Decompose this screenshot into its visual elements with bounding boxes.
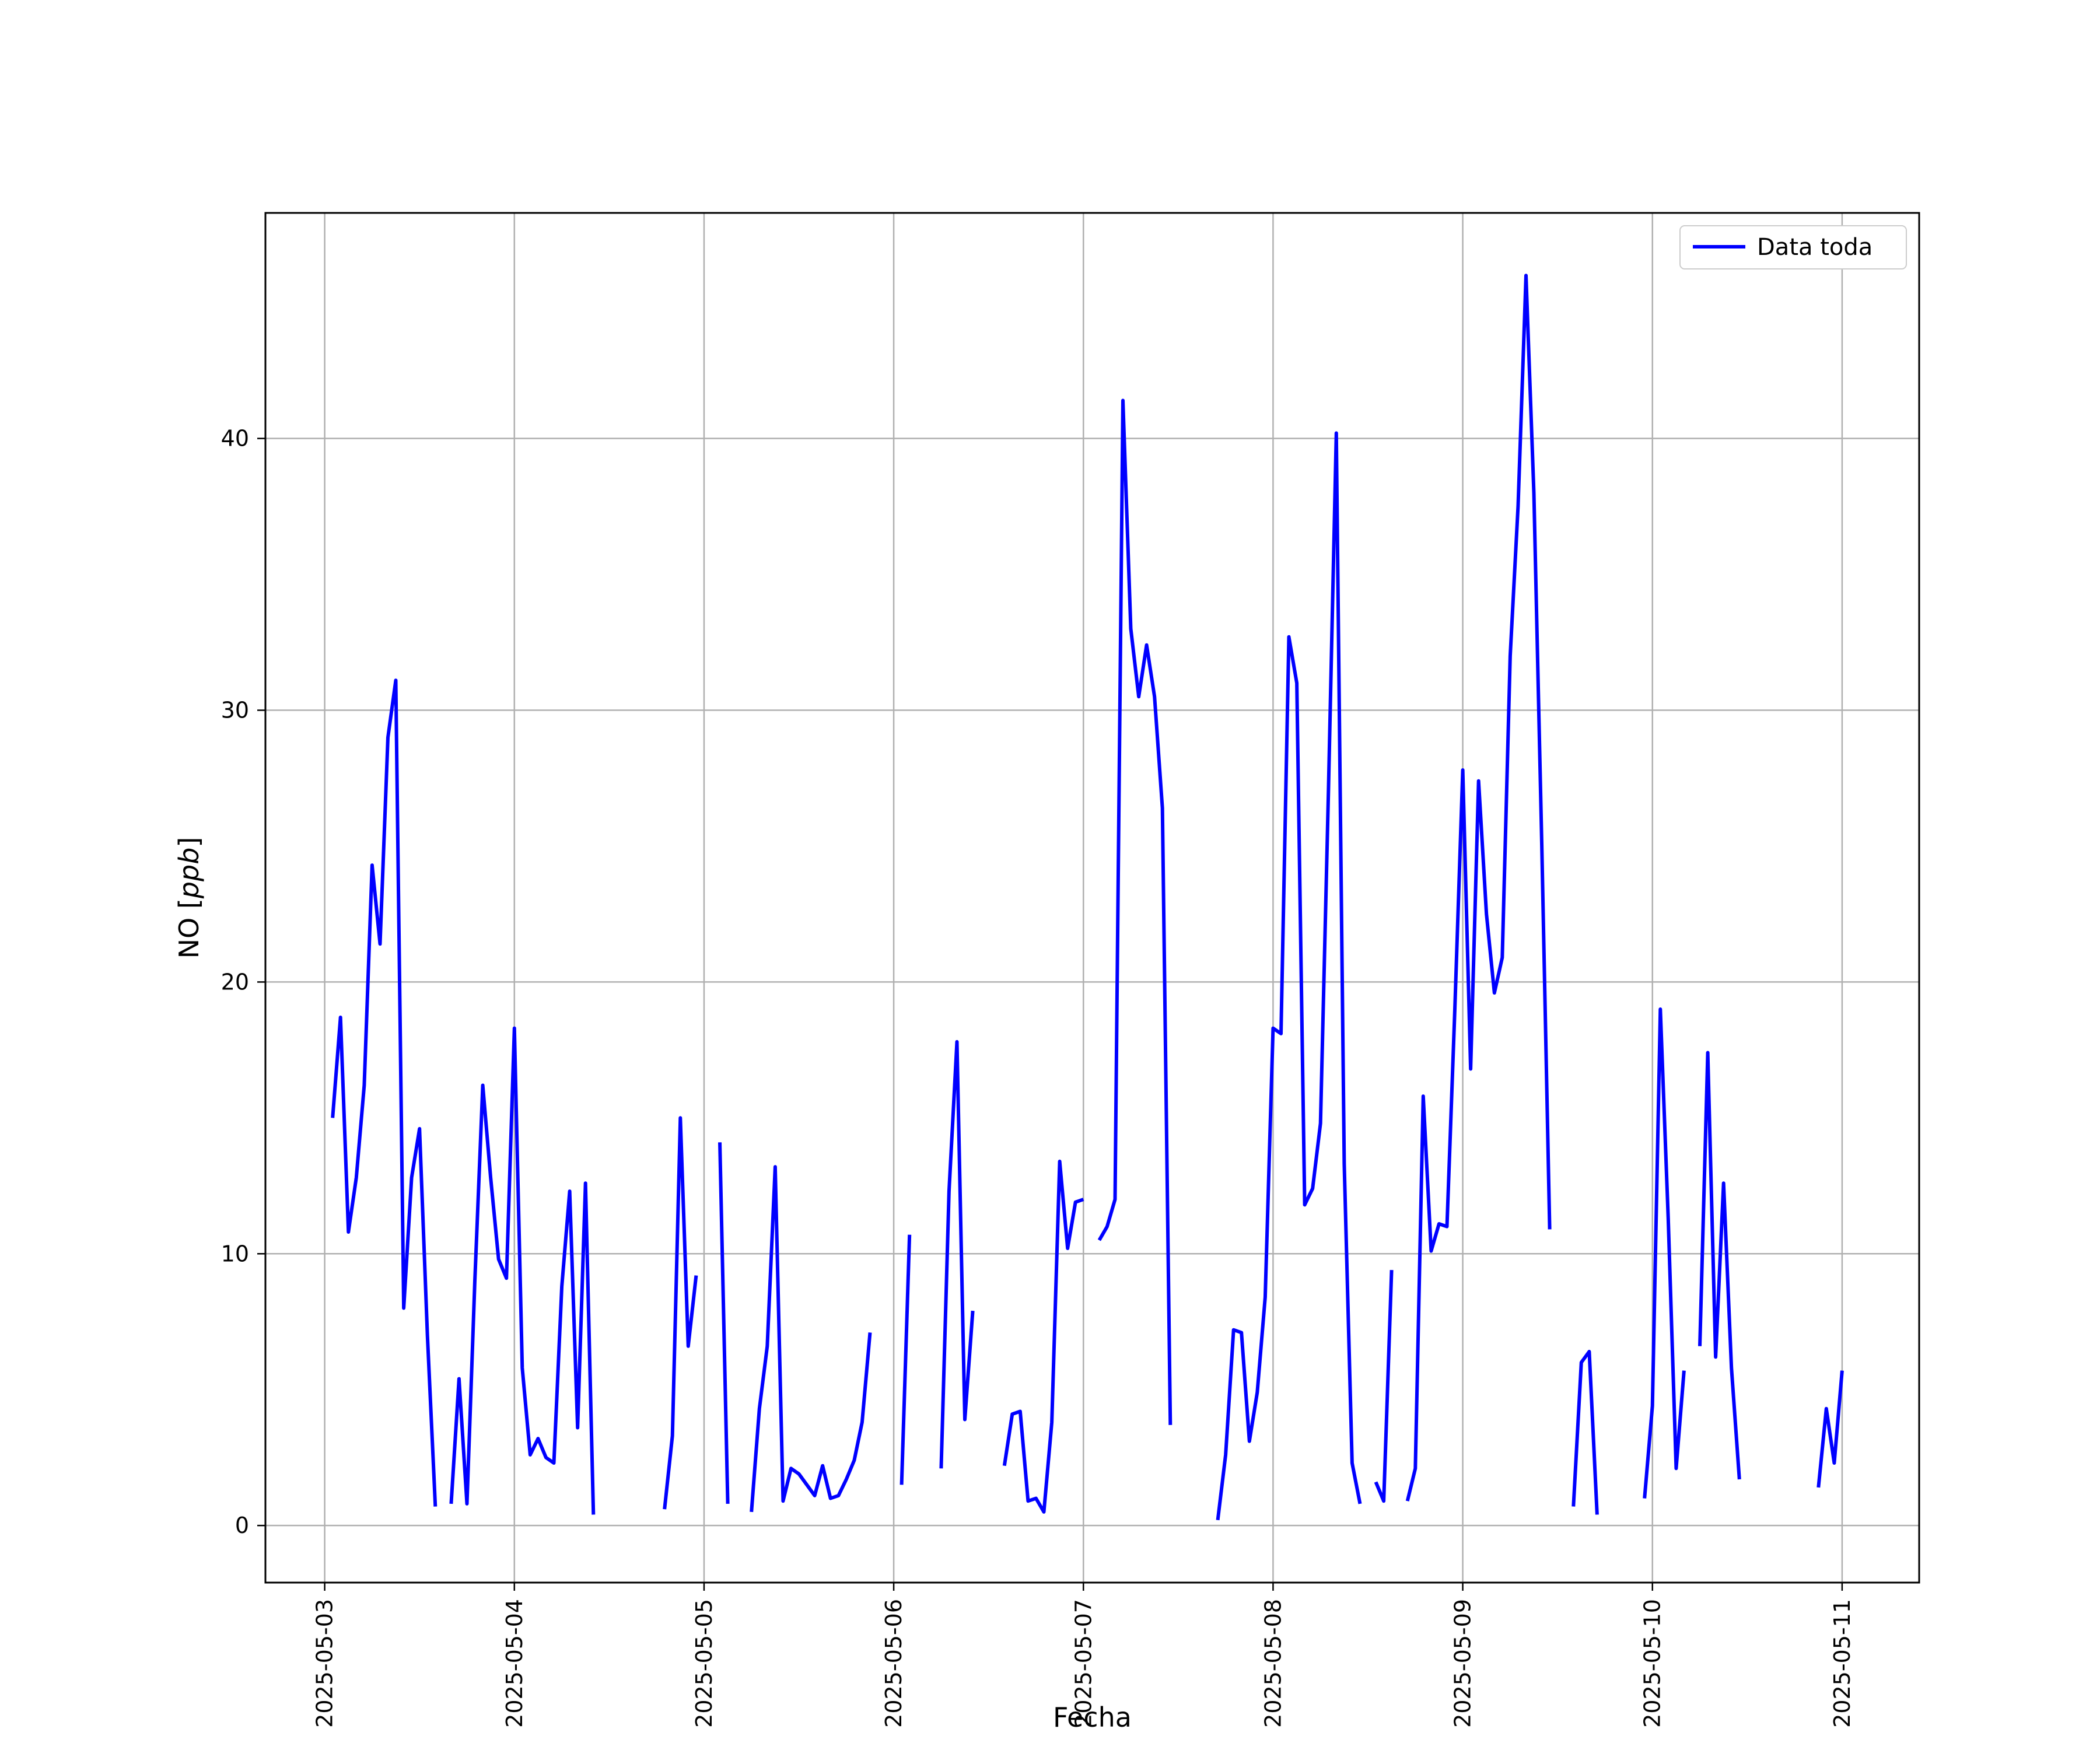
series-line-segment-2	[663, 1116, 698, 1510]
series-line-segment-15	[1817, 1370, 1844, 1488]
x-tick-label-0: 2025-05-03	[312, 1599, 338, 1728]
series-line-segment-6	[939, 1040, 975, 1469]
x-tick-label-1: 2025-05-04	[502, 1599, 527, 1728]
axis-ticks	[257, 438, 1843, 1591]
series-line-segment-9	[1216, 431, 1362, 1521]
series-line-segment-4	[750, 1165, 872, 1513]
y-axis-title-unit: ppb	[173, 848, 205, 900]
y-axis-title: NO [ppb]	[173, 837, 205, 959]
axis-labels: 2025-05-03 2025-05-04 2025-05-05 2025-05-06…	[221, 426, 1855, 1728]
series-layer	[331, 274, 1844, 1521]
series-line-segment-11	[1405, 274, 1552, 1502]
plot-frame	[264, 212, 1920, 1584]
series-line-segment-8	[1097, 398, 1172, 1425]
series-line-segment-13	[1643, 1007, 1686, 1499]
x-tick-label-6: 2025-05-09	[1450, 1599, 1476, 1728]
series-line-segment-3	[718, 1142, 730, 1504]
y-tick-label-4: 40	[221, 426, 249, 452]
series-line-segment-10	[1374, 1270, 1394, 1503]
legend-label-data-toda: Data toda	[1757, 234, 1873, 261]
x-tick-label-5: 2025-05-08	[1260, 1599, 1286, 1728]
legend: Data toda	[1679, 225, 1907, 270]
y-axis-title-close: ]	[173, 837, 205, 848]
series-line-segment-1	[449, 1026, 596, 1515]
y-tick-label-0: 0	[235, 1513, 249, 1538]
y-axis-title-main: NO [	[173, 898, 205, 958]
y-tick-label-1: 10	[221, 1241, 249, 1266]
y-tick-label-2: 20	[221, 969, 249, 995]
x-tick-label-7: 2025-05-10	[1640, 1599, 1665, 1728]
y-tick-label-3: 30	[221, 698, 249, 723]
series-data-toda	[331, 274, 1844, 1521]
x-tick-label-2: 2025-05-05	[691, 1599, 717, 1728]
series-line-segment-12	[1572, 1350, 1599, 1515]
x-axis-title: Fecha	[1053, 1702, 1132, 1733]
grid	[265, 213, 1919, 1583]
legend-box	[1679, 225, 1907, 270]
x-tick-label-3: 2025-05-06	[881, 1599, 907, 1728]
series-line-segment-5	[900, 1234, 912, 1485]
series-line-segment-14	[1698, 1051, 1741, 1480]
series-line-segment-0	[331, 678, 438, 1507]
x-tick-label-4: 2025-05-07	[1070, 1599, 1096, 1728]
x-tick-label-8: 2025-05-11	[1829, 1599, 1855, 1728]
series-line-segment-7	[1002, 1159, 1084, 1514]
